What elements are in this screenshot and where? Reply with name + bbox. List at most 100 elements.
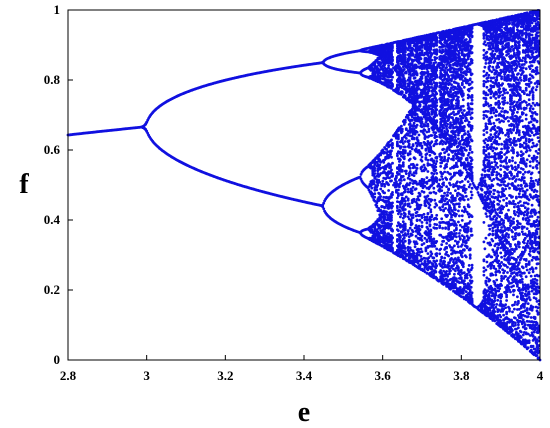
data-point [430, 134, 434, 137]
data-point [383, 206, 386, 210]
data-point [445, 250, 448, 254]
data-point [440, 156, 444, 160]
data-point [409, 219, 413, 222]
data-point [439, 247, 443, 251]
data-point [376, 183, 380, 187]
data-point [447, 226, 450, 230]
data-point [460, 251, 464, 255]
data-point [391, 63, 394, 67]
data-point [412, 121, 416, 125]
data-point [400, 169, 404, 172]
data-point [442, 239, 445, 243]
data-point [430, 83, 434, 86]
data-point [434, 168, 438, 172]
data-point [375, 205, 379, 209]
data-point [457, 240, 460, 244]
data-point [411, 185, 415, 189]
data-point [427, 130, 431, 133]
data-point [458, 51, 461, 55]
data-point [391, 71, 394, 74]
data-point [458, 229, 462, 232]
data-point [423, 259, 427, 263]
data-point [449, 183, 452, 187]
data-point [401, 142, 405, 145]
data-point [460, 68, 464, 71]
data-point [460, 121, 464, 125]
data-point [435, 247, 439, 251]
data-point [425, 221, 429, 225]
data-point [403, 50, 407, 54]
data-point [408, 157, 412, 161]
data-point [443, 256, 446, 260]
data-point [425, 176, 429, 180]
data-point [402, 178, 406, 182]
data-point [422, 212, 426, 216]
data-point [381, 148, 385, 152]
data-point [452, 110, 455, 114]
data-point [454, 189, 457, 193]
data-point [379, 208, 383, 212]
data-point [428, 203, 432, 207]
data-point [432, 237, 436, 241]
data-point [407, 139, 411, 143]
data-point [430, 252, 434, 256]
data-point [385, 147, 388, 151]
data-point [408, 76, 412, 80]
data-point [455, 212, 458, 216]
data-point [373, 172, 377, 175]
data-point [391, 204, 394, 208]
data-point [433, 244, 437, 248]
data-point [432, 181, 436, 185]
data-point [404, 172, 408, 176]
data-point [435, 223, 439, 227]
data-point [434, 162, 438, 166]
data-point [446, 159, 449, 163]
data-point [402, 68, 406, 71]
data-point [400, 90, 404, 94]
data-point [401, 220, 405, 224]
data-point [422, 242, 426, 245]
data-point [435, 108, 439, 111]
data-point [403, 208, 407, 211]
data-point [399, 215, 402, 219]
data-point [387, 232, 390, 236]
data-point [441, 142, 444, 146]
data-point [429, 235, 433, 239]
data-point [455, 161, 458, 165]
data-point [425, 240, 429, 244]
data-point [435, 213, 439, 217]
data-point [415, 218, 419, 222]
data-point [450, 79, 453, 83]
data-point [443, 69, 446, 72]
data-point [443, 191, 446, 195]
data-point [418, 228, 422, 232]
data-point [403, 250, 407, 254]
data-point [435, 75, 439, 79]
data-point [447, 264, 450, 267]
data-point [415, 113, 419, 116]
data-point [401, 175, 405, 178]
data-point [439, 258, 443, 262]
data-point [441, 106, 444, 109]
data-point [379, 195, 383, 198]
data-point [455, 232, 458, 235]
data-point [446, 214, 449, 217]
data-point [440, 256, 444, 260]
data-point [440, 200, 444, 204]
data-point [402, 155, 406, 159]
data-point [412, 174, 416, 178]
data-point [435, 85, 439, 88]
data-point [391, 82, 394, 86]
data-point [460, 149, 464, 153]
data-point [434, 111, 438, 115]
data-point [390, 78, 393, 82]
data-point [397, 188, 400, 192]
data-point [419, 247, 423, 251]
data-point [396, 140, 399, 144]
data-point [430, 58, 434, 62]
data-point [455, 228, 458, 232]
data-point [415, 167, 419, 170]
data-point [419, 142, 423, 145]
data-point [399, 181, 402, 185]
data-point [408, 152, 412, 156]
